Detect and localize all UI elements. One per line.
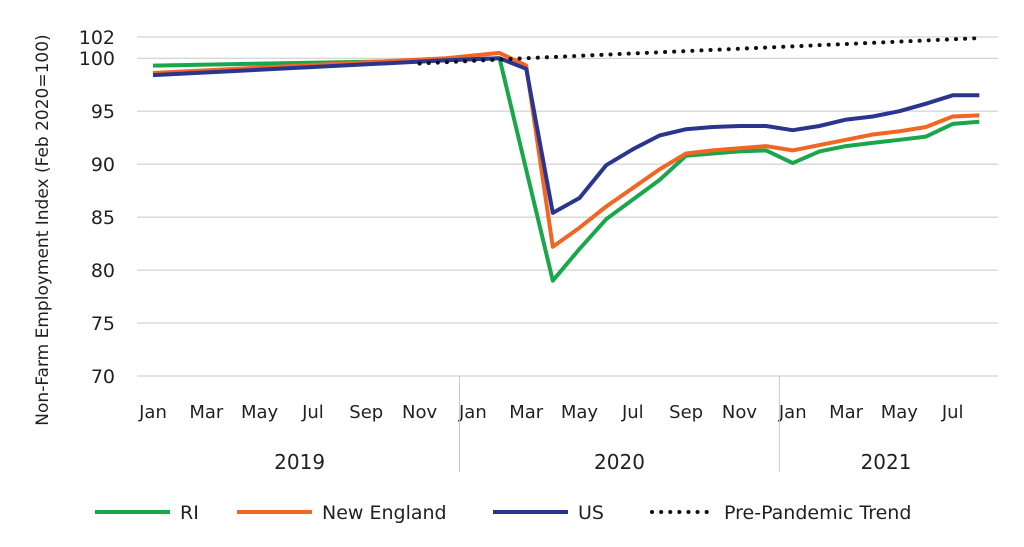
x-tick-label: Mar xyxy=(509,402,544,423)
series-line-ri xyxy=(152,56,980,283)
year-label: 2020 xyxy=(594,450,645,474)
x-tick-label: Jan xyxy=(778,402,807,423)
x-tick-label: Sep xyxy=(669,402,703,423)
gridlines xyxy=(137,36,998,377)
year-label: 2021 xyxy=(861,450,912,474)
y-tick-label: 100 xyxy=(79,48,115,70)
y-axis-label: Non-Farm Employment Index (Feb 2020=100) xyxy=(33,34,53,425)
legend-label: US xyxy=(578,502,604,524)
x-tick-label: May xyxy=(881,402,919,423)
x-tick-label: Jul xyxy=(941,402,964,423)
x-tick-label: May xyxy=(561,402,599,423)
x-tick-label: Mar xyxy=(829,402,864,423)
x-tick-label: Mar xyxy=(189,402,224,423)
x-tick-label: Jul xyxy=(621,402,644,423)
legend-label: New England xyxy=(322,502,447,524)
x-tick-label: Nov xyxy=(722,402,757,423)
legend: RI New England US Pre-Pandemic Trend xyxy=(95,502,911,524)
x-tick-label: Jul xyxy=(301,402,324,423)
y-tick-label: 90 xyxy=(91,154,115,176)
series-line-us xyxy=(152,56,980,215)
year-label: 2019 xyxy=(274,450,325,474)
y-tick-label: 95 xyxy=(91,101,115,123)
y-tick-label: 85 xyxy=(91,207,115,229)
x-tick-label: Sep xyxy=(349,402,383,423)
series-line-pre-pandemic-trend xyxy=(417,36,982,66)
y-tick-label: 70 xyxy=(91,366,115,388)
x-tick-label: Jan xyxy=(458,402,487,423)
legend-label: RI xyxy=(180,502,199,524)
series-line-new-england xyxy=(152,50,980,249)
x-tick-label: Jan xyxy=(138,402,167,423)
y-tick-label: 102 xyxy=(79,27,115,49)
legend-label: Pre-Pandemic Trend xyxy=(724,502,911,524)
y-tick-label: 80 xyxy=(91,260,115,282)
x-tick-label: May xyxy=(241,402,279,423)
x-tick-label: Nov xyxy=(402,402,437,423)
y-tick-label: 75 xyxy=(91,313,115,335)
series-lines xyxy=(152,36,982,283)
x-axis: Jan Mar May Jul Sep Nov Jan Mar May Jul Sep Nov Jan M… xyxy=(137,375,998,474)
